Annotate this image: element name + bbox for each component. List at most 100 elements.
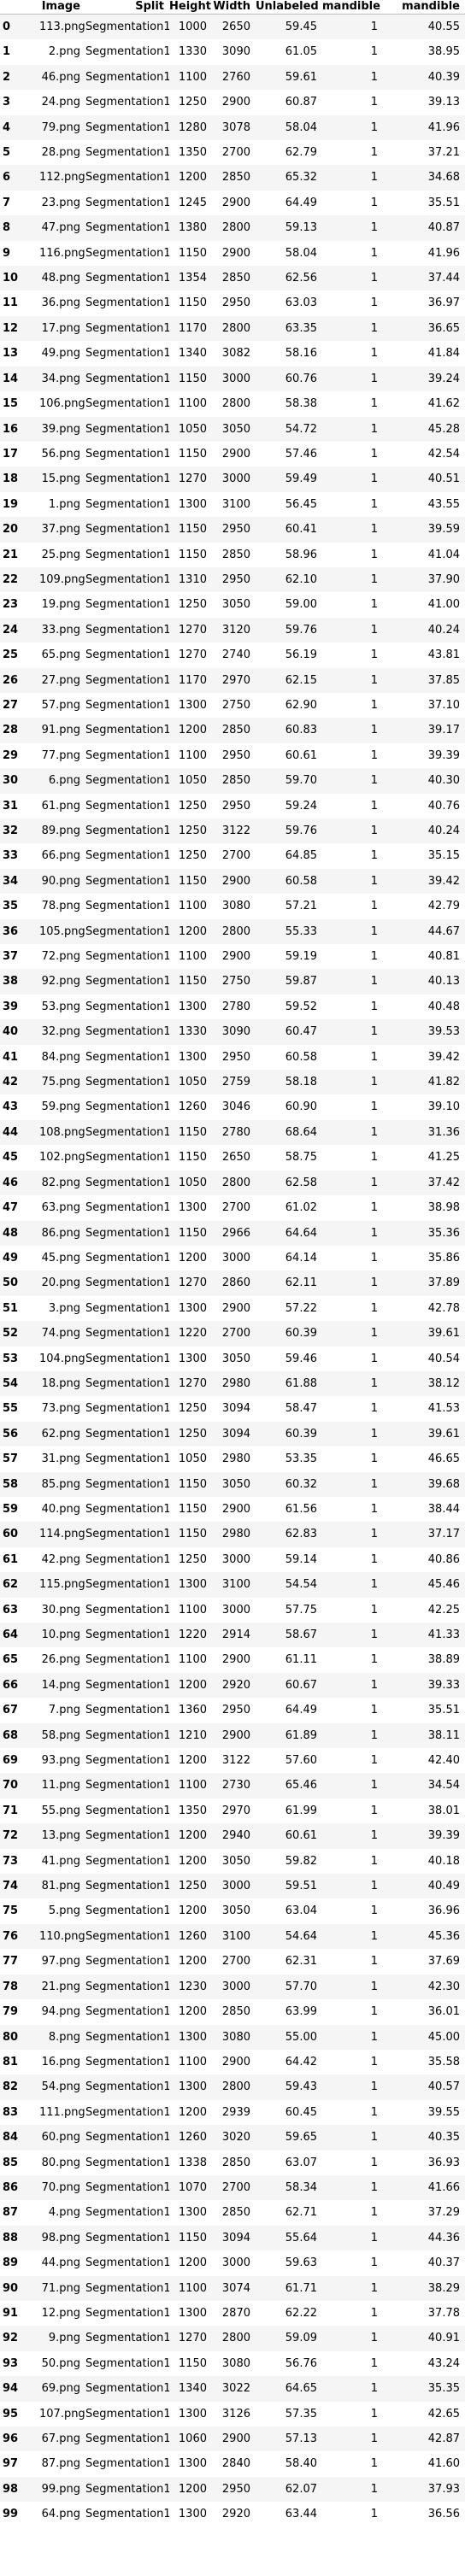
- cell-split: Segmentation1: [85, 165, 169, 191]
- cell-mandible-pct: 37.78: [383, 2300, 465, 2327]
- cell-image: 2.png: [39, 39, 85, 65]
- cell-mandible-count: 1: [322, 542, 383, 567]
- cell-mandible-count: 1: [322, 1798, 383, 1824]
- cell-mandible-pct: 40.13: [383, 969, 465, 995]
- cell-image: 114.png: [39, 1522, 85, 1547]
- cell-mandible-count: 1: [322, 1270, 383, 1296]
- cell-mandible-pct: 35.86: [383, 1245, 465, 1271]
- cell-index: 87: [0, 2200, 39, 2226]
- cell-mandible-count: 1: [322, 2376, 383, 2402]
- cell-mandible-count: 1: [322, 1220, 383, 1246]
- cell-image: 102.png: [39, 1145, 85, 1171]
- cell-mandible-pct: 40.30: [383, 768, 465, 794]
- cell-mandible-count: 1: [322, 2049, 383, 2075]
- cell-index: 66: [0, 1672, 39, 1699]
- cell-index: 38: [0, 969, 39, 995]
- cell-split: Segmentation1: [85, 592, 169, 618]
- table-row: 99 64.png Segmentation1 1300 2920 63.44 1 36.56: [0, 2502, 465, 2527]
- cell-mandible-count: 1: [322, 1898, 383, 1924]
- cell-mandible-pct: 44.36: [383, 2225, 465, 2251]
- cell-split: Segmentation1: [85, 1923, 169, 1950]
- cell-mandible-count: 1: [322, 1597, 383, 1622]
- cell-split: Segmentation1: [85, 1823, 169, 1849]
- cell-unlabeled: 60.83: [256, 718, 322, 743]
- cell-index: 93: [0, 2350, 39, 2377]
- cell-height: 1300: [169, 1195, 212, 1221]
- cell-mandible-pct: 37.69: [383, 1949, 465, 1975]
- cell-image: 93.png: [39, 1748, 85, 1774]
- cell-image: 40.png: [39, 1496, 85, 1523]
- cell-width: 2900: [212, 190, 256, 216]
- cell-split: Segmentation1: [85, 466, 169, 492]
- cell-unlabeled: 58.96: [256, 542, 322, 567]
- cell-mandible-pct: 37.90: [383, 566, 465, 593]
- table-row: 63 30.png Segmentation1 1100 3000 57.75 1 42.25: [0, 1597, 465, 1622]
- cell-index: 19: [0, 491, 39, 518]
- cell-index: 2: [0, 64, 39, 91]
- cell-width: 2900: [212, 1496, 256, 1523]
- cell-unlabeled: 57.46: [256, 441, 322, 467]
- cell-mandible-pct: 41.96: [383, 240, 465, 267]
- cell-width: 2920: [212, 1672, 256, 1699]
- cell-height: 1200: [169, 2476, 212, 2503]
- cell-split: Segmentation1: [85, 1722, 169, 1749]
- cell-height: 1150: [169, 1119, 212, 1146]
- cell-height: 1300: [169, 2074, 212, 2100]
- cell-mandible-count: 1: [322, 1748, 383, 1774]
- cell-mandible-pct: 38.11: [383, 1722, 465, 1749]
- cell-unlabeled: 56.19: [256, 643, 322, 668]
- cell-split: Segmentation1: [85, 2350, 169, 2377]
- cell-image: 18.png: [39, 1370, 85, 1397]
- table-row: 42 75.png Segmentation1 1050 2759 58.18 1 41.82: [0, 1070, 465, 1095]
- cell-width: 2850: [212, 768, 256, 794]
- cell-split: Segmentation1: [85, 1773, 169, 1799]
- cell-unlabeled: 60.45: [256, 2099, 322, 2126]
- cell-unlabeled: 65.32: [256, 165, 322, 191]
- cell-mandible-count: 1: [322, 1722, 383, 1749]
- cell-width: 2900: [212, 2049, 256, 2075]
- cell-mandible-count: 1: [322, 819, 383, 844]
- cell-unlabeled: 58.04: [256, 240, 322, 267]
- cell-height: 1300: [169, 2451, 212, 2477]
- cell-height: 1270: [169, 466, 212, 492]
- cell-mandible-count: 1: [322, 2451, 383, 2477]
- cell-unlabeled: 60.58: [256, 868, 322, 895]
- cell-mandible-pct: 35.51: [383, 190, 465, 216]
- cell-height: 1220: [169, 1622, 212, 1648]
- cell-mandible-count: 1: [322, 918, 383, 945]
- table-row: 33 66.png Segmentation1 1250 2700 64.85 1 35.15: [0, 843, 465, 869]
- cell-height: 1350: [169, 1798, 212, 1824]
- cell-index: 24: [0, 617, 39, 643]
- cell-mandible-pct: 39.68: [383, 1471, 465, 1497]
- cell-width: 3126: [212, 2401, 256, 2426]
- cell-unlabeled: 59.52: [256, 994, 322, 1020]
- cell-width: 2750: [212, 969, 256, 995]
- cell-mandible-count: 1: [322, 2074, 383, 2100]
- cell-height: 1100: [169, 944, 212, 970]
- table-row: 5 28.png Segmentation1 1350 2700 62.79 1 37.21: [0, 140, 465, 166]
- table-row: 14 34.png Segmentation1 1150 3000 60.76 1 39.24: [0, 366, 465, 392]
- table-row: 70 11.png Segmentation1 1100 2730 65.46 1 34.54: [0, 1773, 465, 1799]
- cell-split: Segmentation1: [85, 341, 169, 367]
- cell-height: 1100: [169, 1647, 212, 1673]
- cell-mandible-pct: 42.79: [383, 894, 465, 919]
- cell-index: 51: [0, 1295, 39, 1322]
- cell-split: Segmentation1: [85, 1119, 169, 1146]
- cell-height: 1250: [169, 1874, 212, 1899]
- cell-split: Segmentation1: [85, 1019, 169, 1045]
- cell-mandible-pct: 39.55: [383, 2099, 465, 2126]
- cell-split: Segmentation1: [85, 140, 169, 166]
- cell-split: Segmentation1: [85, 2300, 169, 2327]
- cell-unlabeled: 57.13: [256, 2426, 322, 2452]
- cell-mandible-pct: 43.55: [383, 491, 465, 518]
- cell-width: 2800: [212, 2326, 256, 2351]
- cell-index: 98: [0, 2476, 39, 2503]
- cell-split: Segmentation1: [85, 1094, 169, 1120]
- cell-width: 2850: [212, 165, 256, 191]
- cell-index: 15: [0, 391, 39, 417]
- cell-width: 3082: [212, 341, 256, 367]
- table-row: 18 15.png Segmentation1 1270 3000 59.49 1 40.51: [0, 466, 465, 492]
- cell-mandible-count: 1: [322, 517, 383, 543]
- cell-unlabeled: 56.76: [256, 2350, 322, 2377]
- cell-width: 2900: [212, 240, 256, 267]
